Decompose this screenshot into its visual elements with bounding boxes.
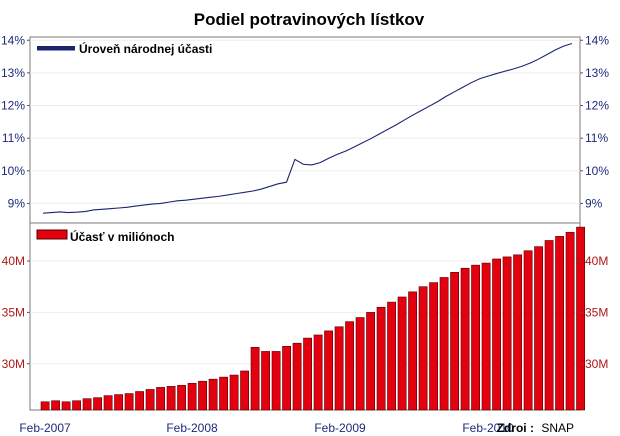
bar: [177, 385, 186, 411]
chart-title: Podiel potravinových lístkov: [194, 10, 425, 29]
bar-legend-label: Účasť v miliónoch: [70, 229, 174, 244]
x-axis-tick-label: Feb-2010: [462, 421, 514, 435]
bar: [355, 317, 365, 411]
bar: [492, 258, 501, 411]
bar: [166, 386, 176, 411]
bar: [145, 389, 155, 411]
bar: [481, 262, 491, 411]
bar-y-tick-right: 40M: [585, 254, 608, 268]
bar: [460, 267, 470, 411]
bar: [40, 401, 50, 411]
bar: [544, 240, 554, 411]
bar: [502, 256, 512, 411]
bar-y-tick-right: 35M: [585, 305, 608, 319]
bar: [72, 400, 81, 411]
line-y-tick-left: 9%: [8, 196, 26, 210]
bar: [208, 378, 218, 411]
line-y-tick-right: 11%: [585, 131, 608, 145]
bar: [261, 351, 270, 411]
line-legend-swatch: [37, 46, 75, 51]
bar: [534, 246, 543, 411]
line-y-tick-left: 11%: [2, 131, 25, 145]
bar: [219, 376, 228, 411]
bar: [555, 236, 564, 411]
bar: [229, 374, 239, 411]
bar: [523, 250, 533, 411]
bar: [156, 387, 165, 411]
bar: [334, 326, 344, 411]
line-series: [42, 43, 573, 214]
bar: [397, 296, 407, 411]
bar: [324, 330, 333, 411]
bar: [93, 397, 102, 411]
bar: [124, 393, 134, 411]
line-legend-label: Úroveň národnej účasti: [79, 41, 212, 56]
bar: [345, 321, 354, 411]
line-y-tick-right: 10%: [585, 164, 609, 178]
source-name: SNAP: [541, 421, 574, 435]
bar-series: [40, 226, 585, 411]
bar: [576, 226, 585, 411]
x-axis-ticks: Feb-2007 Feb-2008 Feb-2009 Feb-2010: [19, 421, 514, 435]
line-y-tick-left: 14%: [1, 33, 25, 47]
bar: [418, 286, 428, 411]
line-y-tick-right: 9%: [585, 196, 603, 210]
line-y-tick-right: 14%: [585, 33, 609, 47]
x-axis-tick-label: Feb-2007: [19, 421, 71, 435]
bar: [51, 400, 60, 411]
bar-y-tick-right: 30M: [585, 357, 608, 371]
bar: [82, 398, 92, 411]
line-y-tick-left: 12%: [1, 99, 25, 113]
bar: [376, 306, 386, 411]
bar: [61, 401, 71, 411]
bar: [303, 337, 312, 411]
bar: [439, 277, 449, 411]
bar: [513, 254, 522, 411]
line-y-tick-left: 10%: [1, 164, 25, 178]
bar: [135, 391, 144, 411]
bar: [198, 380, 207, 411]
line-panel-y-ticks: 9% 9% 10% 10% 11% 11% 12% 12% 13% 13% 14% 14%: [1, 33, 609, 210]
bar-y-tick-left: 40M: [2, 254, 25, 268]
source-note: Zdroi : SNAP: [497, 421, 574, 435]
bar: [271, 351, 281, 411]
bar: [565, 231, 575, 411]
bar: [450, 272, 459, 411]
bar: [187, 382, 197, 411]
bar-panel-y-ticks: 30M 30M 35M 35M 40M 40M: [2, 254, 609, 371]
line-panel-frame: [29, 36, 581, 224]
line-y-tick-right: 12%: [585, 99, 609, 113]
bar: [282, 345, 291, 411]
bar: [114, 394, 123, 411]
line-panel-gridlines: [30, 39, 580, 204]
line-y-tick-right: 13%: [585, 66, 609, 80]
bar: [240, 370, 249, 411]
bar-y-tick-left: 35M: [2, 305, 25, 319]
bar: [387, 301, 396, 411]
x-axis-tick-label: Feb-2008: [166, 421, 218, 435]
bar: [366, 312, 375, 411]
bar-legend-swatch: [36, 229, 68, 240]
bar: [103, 395, 113, 411]
bar: [292, 342, 302, 411]
bar: [313, 334, 323, 411]
bar-y-tick-left: 30M: [2, 357, 25, 371]
bar: [471, 264, 480, 411]
bar: [250, 347, 260, 411]
bar: [429, 282, 438, 411]
bar: [408, 291, 417, 411]
line-y-tick-left: 13%: [1, 66, 25, 80]
x-axis-tick-label: Feb-2009: [314, 421, 366, 435]
source-prefix: Zdroi :: [497, 421, 534, 435]
